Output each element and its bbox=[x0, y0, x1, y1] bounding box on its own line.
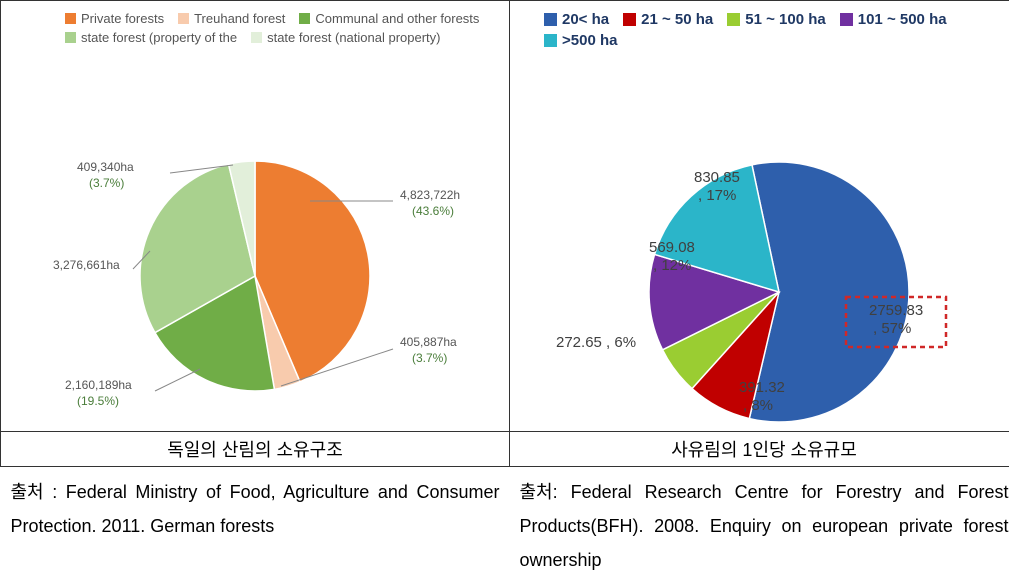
chart-label: 830.85 bbox=[694, 169, 740, 186]
chart-label: 409,340ha bbox=[77, 160, 134, 174]
chart-label: 272.65 , 6% bbox=[556, 334, 636, 351]
chart-label: 569.08 bbox=[649, 239, 695, 256]
right-caption: 사유림의 1인당 소유규모 bbox=[510, 432, 1009, 467]
legend-item: Communal and other forests bbox=[299, 11, 479, 26]
legend-item: 20< ha bbox=[544, 11, 609, 28]
chart-label: (3.7%) bbox=[89, 176, 124, 190]
chart-label: (19.5%) bbox=[77, 394, 119, 408]
chart-label: , 17% bbox=[698, 187, 736, 204]
right-pie-svg: 2759.83, 57% 391.32, 8% 272.65 , 6% 569.08,… bbox=[514, 57, 1009, 427]
chart-label: 391.32 bbox=[739, 379, 785, 396]
legend-item: 51 ~ 100 ha bbox=[727, 11, 825, 28]
legend-item: 101 ~ 500 ha bbox=[840, 11, 947, 28]
chart-label: 2,160,189ha bbox=[65, 378, 132, 392]
chart-label: (3.7%) bbox=[412, 351, 447, 365]
legend-item: 21 ~ 50 ha bbox=[623, 11, 713, 28]
legend-item: Treuhand forest bbox=[178, 11, 285, 26]
right-source: 출처: Federal Research Centre for Forestry… bbox=[510, 467, 1009, 582]
left-chart-cell: Private forests Treuhand forest Communal a… bbox=[1, 1, 510, 432]
chart-label: 405,887ha bbox=[400, 335, 457, 349]
chart-label: 4,823,722h bbox=[400, 188, 460, 202]
legend-item: state forest (property of the bbox=[65, 30, 237, 45]
chart-label: , 57% bbox=[873, 320, 911, 337]
chart-label: , 8% bbox=[743, 397, 773, 414]
left-caption: 독일의 산림의 소유구조 bbox=[1, 432, 510, 467]
legend-item: Private forests bbox=[65, 11, 164, 26]
chart-label: (43.6%) bbox=[412, 204, 454, 218]
right-legend: 20< ha 21 ~ 50 ha 51 ~ 100 ha 101 ~ 500 ha >… bbox=[514, 5, 1009, 57]
left-source: 출처 : Federal Ministry of Food, Agricultu… bbox=[1, 467, 510, 582]
left-legend: Private forests Treuhand forest Communal a… bbox=[5, 5, 505, 51]
right-chart-cell: 20< ha 21 ~ 50 ha 51 ~ 100 ha 101 ~ 500 ha >… bbox=[510, 1, 1009, 432]
layout-table: Private forests Treuhand forest Communal a… bbox=[0, 0, 1009, 582]
chart-label: 3,276,661ha bbox=[53, 258, 120, 272]
legend-item: state forest (national property) bbox=[251, 30, 440, 45]
legend-item: >500 ha bbox=[544, 32, 617, 49]
chart-label: 2759.83 bbox=[869, 302, 923, 319]
left-pie-svg: 4,823,722h (43.6%) 405,887ha (3.7%) 2,160,18… bbox=[5, 51, 505, 421]
chart-label: , 12% bbox=[653, 257, 691, 274]
